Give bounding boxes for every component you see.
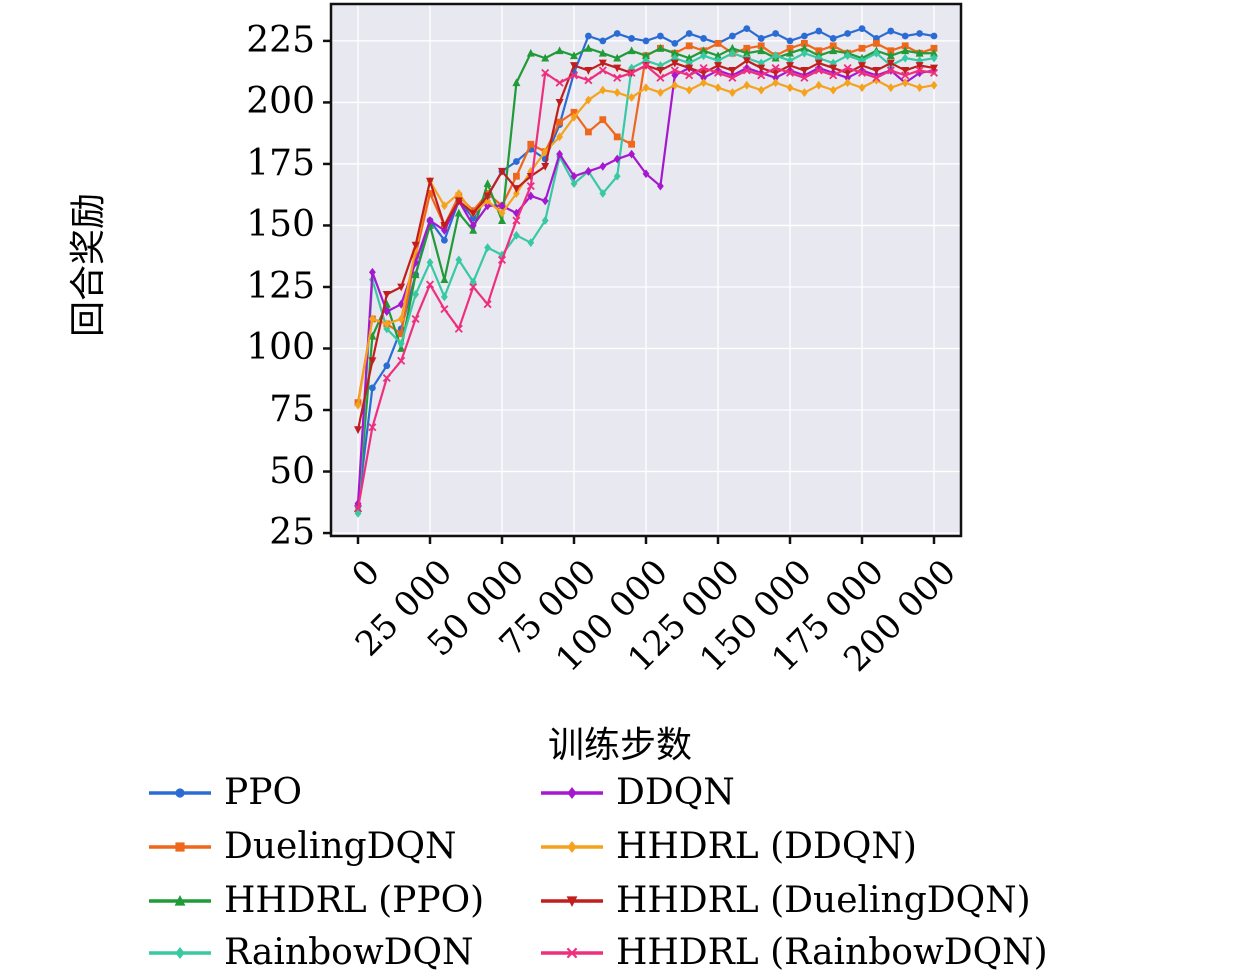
legend-label-hhdrl-duelingdqn: HHDRL (DuelingDQN) bbox=[616, 880, 1031, 921]
legend-marker-ddqn bbox=[541, 787, 603, 799]
legend-item-ddqn: DDQN bbox=[540, 771, 735, 815]
legend-item-hhdrl-ppo: HHDRL (PPO) bbox=[148, 879, 484, 923]
legend-marker-ppo bbox=[149, 788, 211, 798]
y-tick-label-50: 50 bbox=[269, 450, 315, 492]
legend-marker-hhdrl-duelingdqn bbox=[541, 896, 603, 907]
y-tick-label-150: 150 bbox=[246, 204, 315, 246]
legend-item-ppo: PPO bbox=[148, 771, 302, 815]
y-tick-label-175: 175 bbox=[246, 142, 315, 184]
y-tick-label-75: 75 bbox=[269, 389, 315, 430]
legend-marker-duelingdqn bbox=[149, 842, 211, 852]
legend-item-hhdrl-rainbowdqn: HHDRL (RainbowDQN) bbox=[540, 931, 1048, 972]
legend-marker-hhdrl-rainbowdqn bbox=[541, 947, 603, 959]
y-axis-label: 回合奖励 bbox=[68, 193, 109, 338]
y-tick-label-25: 25 bbox=[269, 512, 315, 554]
y-tick-label-225: 225 bbox=[246, 19, 315, 61]
y-tick-label-125: 125 bbox=[246, 265, 315, 307]
legend-marker-hhdrl-ddqn bbox=[541, 841, 603, 853]
legend-label-hhdrl-ddqn: HHDRL (DDQN) bbox=[616, 826, 917, 867]
legend-label-ppo: PPO bbox=[224, 772, 302, 813]
legend-label-ddqn: DDQN bbox=[616, 772, 735, 813]
legend-label-hhdrl-rainbowdqn: HHDRL (RainbowDQN) bbox=[616, 932, 1048, 972]
legend-label-duelingdqn: DuelingDQN bbox=[224, 826, 457, 867]
y-tick-label-200: 200 bbox=[246, 81, 315, 123]
legend-marker-rainbowdqn bbox=[149, 947, 211, 959]
plot-area bbox=[323, 2, 963, 544]
x-tick-label-0: 0 bbox=[344, 552, 389, 596]
legend-item-hhdrl-duelingdqn: HHDRL (DuelingDQN) bbox=[540, 879, 1031, 923]
legend-label-rainbowdqn: RainbowDQN bbox=[224, 932, 474, 972]
y-tick-label-100: 100 bbox=[246, 327, 315, 369]
legend-marker-hhdrl-ppo bbox=[149, 895, 211, 906]
legend-item-hhdrl-ddqn: HHDRL (DDQN) bbox=[540, 825, 917, 869]
legend-label-hhdrl-ppo: HHDRL (PPO) bbox=[224, 880, 485, 921]
legend-item-duelingdqn: DuelingDQN bbox=[148, 825, 457, 869]
x-axis-label: 训练步数 bbox=[547, 725, 692, 766]
legend-item-rainbowdqn: RainbowDQN bbox=[148, 931, 474, 972]
